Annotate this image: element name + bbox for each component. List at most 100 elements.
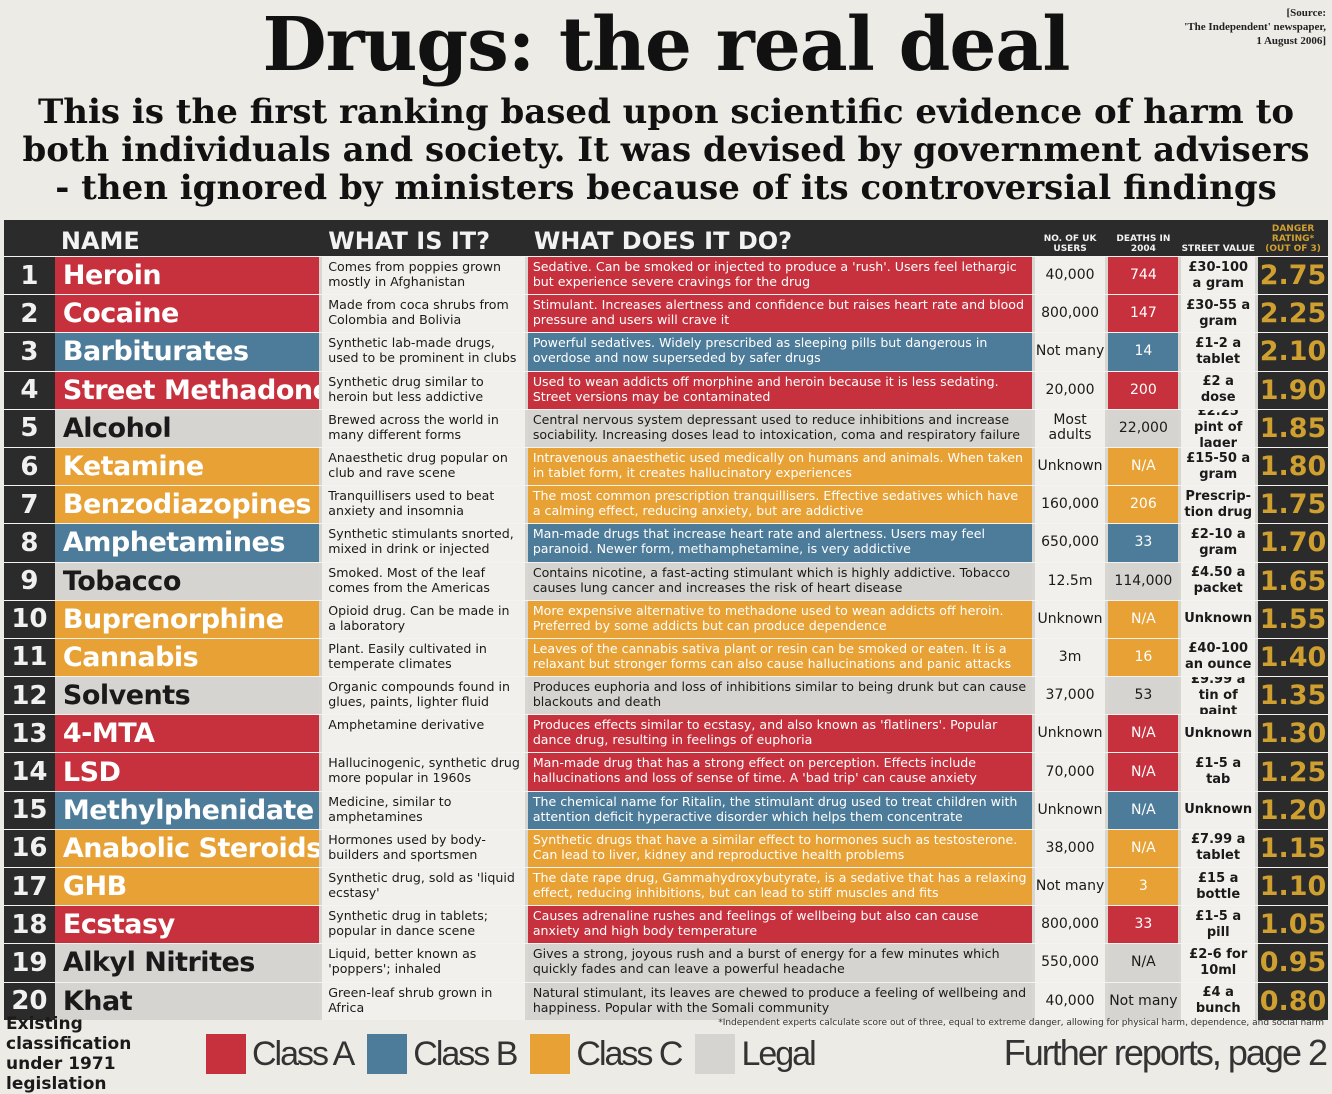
deaths-cell: N/A xyxy=(1108,447,1179,486)
class-b-swatch xyxy=(367,1034,408,1074)
legal-label: Legal xyxy=(741,1034,816,1073)
table-row: 7 Benzodiazopines Tranquillisers used to b… xyxy=(4,485,1328,524)
street-value-cell: £15 a bottle xyxy=(1181,868,1256,906)
street-value-cell: £2 a dose xyxy=(1181,371,1256,409)
what-is-it-cell: Liquid, better known as 'poppers'; inhal… xyxy=(322,944,525,982)
danger-rating-cell: 1.05 xyxy=(1258,906,1328,944)
drug-name: 4-MTA xyxy=(54,715,320,753)
table-row: 14 LSD Hallucinogenic, synthetic drug more… xyxy=(4,752,1328,791)
street-value-cell: £1-2 a tablet xyxy=(1181,333,1256,371)
legend-title-line: under 1971 legislation xyxy=(6,1054,116,1094)
table-row: 18 Ecstasy Synthetic drug in tablets; popu… xyxy=(4,905,1328,944)
rank-cell: 7 xyxy=(4,486,55,524)
deaths-cell: 16 xyxy=(1108,638,1179,677)
rank-cell: 9 xyxy=(4,562,55,600)
rank-cell: 20 xyxy=(4,982,55,1020)
rank-cell: 19 xyxy=(4,944,55,982)
table-row: 11 Cannabis Plant. Easily cultivated in te… xyxy=(4,637,1328,677)
what-is-it-cell: Brewed across the world in many differen… xyxy=(322,409,525,447)
uk-users-cell: Not many xyxy=(1034,868,1106,906)
deaths-cell: N/A xyxy=(1108,715,1179,753)
rank-cell: 10 xyxy=(4,600,55,638)
what-is-it-cell: Made from coca shrubs from Colombia and … xyxy=(322,295,525,333)
what-does-it-do-cell: Sedative. Can be smoked or injected to p… xyxy=(527,257,1032,295)
drug-name: Barbiturates xyxy=(54,333,320,371)
table-row: 3 Barbiturates Synthetic lab-made drugs, u… xyxy=(4,332,1328,371)
drug-ranking-table: NAME WHAT IS IT? WHAT DOES IT DO? NO. OF… xyxy=(4,220,1328,1020)
what-is-it-cell: Tranquillisers used to beat anxiety and … xyxy=(322,486,525,524)
street-value-cell: Unknown xyxy=(1181,791,1256,829)
uk-users-cell: 40,000 xyxy=(1034,257,1106,295)
street-value-cell: £9.99 a tin of paint xyxy=(1181,677,1256,715)
header-what: WHAT IS IT? xyxy=(328,227,491,255)
table-row: 5 Alcohol Brewed across the world in many … xyxy=(4,408,1328,447)
street-value-cell: £2-6 for 10ml xyxy=(1181,944,1256,982)
what-is-it-cell: Comes from poppies grown mostly in Afgha… xyxy=(322,257,525,295)
rank-cell: 5 xyxy=(4,409,55,447)
what-does-it-do-cell: Produces effects similar to ecstasy, and… xyxy=(527,715,1032,753)
what-does-it-do-cell: Man-made drug that has a strong effect o… xyxy=(527,753,1032,791)
class-b-label: Class B xyxy=(413,1034,518,1073)
class-c-swatch xyxy=(530,1034,571,1074)
drug-name: Ecstasy xyxy=(54,906,320,944)
uk-users-cell: 160,000 xyxy=(1034,486,1106,524)
header-deaths: DEATHS IN 2004 xyxy=(1116,234,1171,254)
what-is-it-cell: Synthetic lab-made drugs, used to be pro… xyxy=(322,333,525,371)
uk-users-cell: 800,000 xyxy=(1034,906,1106,944)
rank-cell: 4 xyxy=(4,371,55,409)
street-value-cell: Prescrip-tion drug xyxy=(1181,486,1256,524)
drug-name: LSD xyxy=(54,753,320,791)
deaths-cell: N/A xyxy=(1108,944,1179,982)
danger-rating-cell: 1.35 xyxy=(1258,677,1328,715)
deaths-cell: 33 xyxy=(1108,524,1179,562)
uk-users-cell: 3m xyxy=(1034,638,1106,677)
class-a-swatch xyxy=(206,1034,246,1074)
drug-name: Ketamine xyxy=(54,447,320,486)
what-is-it-cell: Synthetic drug, sold as 'liquid ecstasy' xyxy=(322,868,525,906)
street-value-cell: £4 a bunch xyxy=(1181,982,1256,1020)
drug-name: Amphetamines xyxy=(54,524,320,562)
what-does-it-do-cell: Natural stimulant, its leaves are chewed… xyxy=(527,982,1032,1020)
deaths-cell: N/A xyxy=(1108,791,1179,829)
danger-rating-cell: 1.85 xyxy=(1258,409,1328,447)
class-a-label: Class A xyxy=(252,1034,355,1073)
table-row: 9 Tobacco Smoked. Most of the leaf comes f… xyxy=(4,561,1328,600)
what-does-it-do-cell: Contains nicotine, a fast-acting stimula… xyxy=(527,562,1032,600)
rank-cell: 18 xyxy=(4,906,55,944)
what-is-it-cell: Hormones used by body-builders and sport… xyxy=(322,829,525,867)
drug-name: Anabolic Steroids xyxy=(54,829,320,867)
uk-users-cell: Unknown xyxy=(1034,715,1106,753)
table-row: 17 GHB Synthetic drug, sold as 'liquid ecs… xyxy=(4,867,1328,906)
table-row: 15 Methylphenidate Medicine, similar to am… xyxy=(4,790,1328,829)
header-users: NO. OF UK USERS xyxy=(1043,234,1097,254)
street-value-cell: £1-5 a pill xyxy=(1181,906,1256,944)
deaths-cell: 33 xyxy=(1108,906,1179,944)
further-reports: Further reports, page 2 xyxy=(1003,1032,1328,1073)
danger-rating-cell: 2.25 xyxy=(1258,295,1328,333)
street-value-cell: £15-50 a gram xyxy=(1181,447,1256,486)
source-line: 'The Independent' newspaper, xyxy=(1184,21,1326,33)
rank-cell: 17 xyxy=(4,868,55,906)
what-is-it-cell: Synthetic drug in tablets; popular in da… xyxy=(322,906,525,944)
deaths-cell: Not many xyxy=(1108,982,1179,1020)
uk-users-cell: Most adults xyxy=(1034,409,1106,447)
rank-cell: 2 xyxy=(4,295,55,333)
legend-title-line: Existing classification xyxy=(6,1014,132,1054)
table-row: 8 Amphetamines Synthetic stimulants snorte… xyxy=(4,523,1328,562)
legend-class-b: Class B xyxy=(367,1034,518,1074)
what-is-it-cell: Synthetic stimulants snorted, mixed in d… xyxy=(322,524,525,562)
table-body: 1 Heroin Comes from poppies grown mostly i… xyxy=(4,256,1328,1020)
legend-title: Existing classification under 1971 legis… xyxy=(6,1014,206,1094)
what-is-it-cell: Plant. Easily cultivated in temperate cl… xyxy=(322,638,525,677)
uk-users-cell: 37,000 xyxy=(1034,677,1106,715)
drug-name: Street Methadone xyxy=(54,371,320,409)
subtitle-line: both individuals and society. It was dev… xyxy=(22,130,1310,170)
what-does-it-do-cell: Intravenous anaesthetic used medically o… xyxy=(527,447,1032,486)
deaths-cell: N/A xyxy=(1108,829,1179,867)
street-value-cell: £1-5 a tab xyxy=(1181,753,1256,791)
deaths-cell: N/A xyxy=(1108,753,1179,791)
source-line: 1 August 2006] xyxy=(1256,35,1326,47)
what-does-it-do-cell: Produces euphoria and loss of inhibition… xyxy=(527,677,1032,715)
uk-users-cell: Unknown xyxy=(1034,600,1106,638)
legal-swatch xyxy=(695,1034,736,1074)
